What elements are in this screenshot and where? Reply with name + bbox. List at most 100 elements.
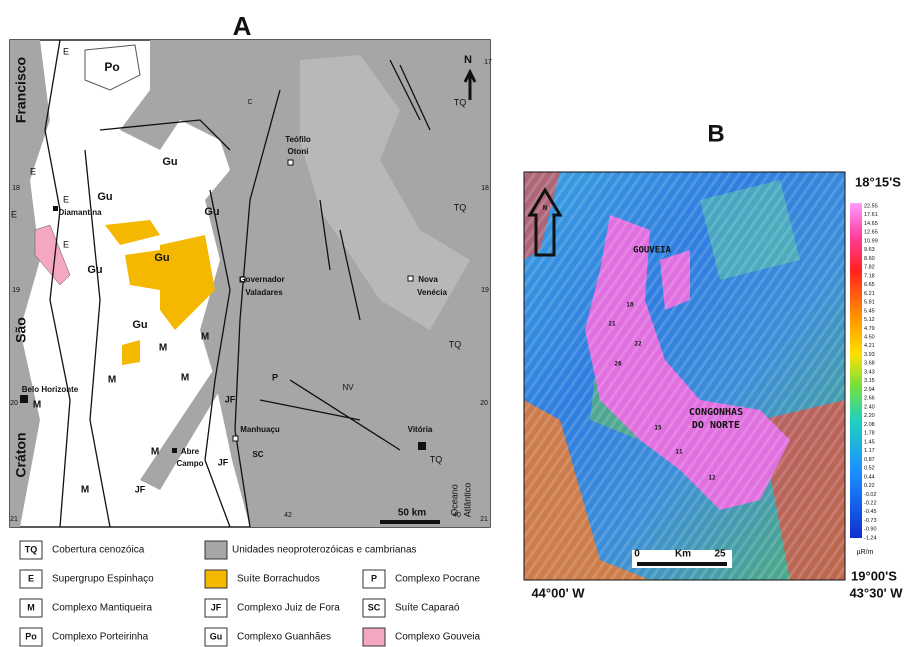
label: Gu (132, 319, 147, 331)
label: 2.08 (864, 422, 875, 428)
legend-code: E (28, 573, 34, 583)
label: 1.78 (864, 431, 875, 437)
legend-code: JF (211, 602, 222, 612)
label: 2.94 (864, 387, 875, 393)
label: Gu (204, 206, 219, 218)
figure-canvas: TQCobertura cenozóicaUnidades neoprotero… (0, 0, 912, 647)
label: 3.68 (864, 361, 875, 367)
label: Atlântico (462, 483, 472, 518)
label: Otoni (288, 147, 309, 156)
label: Gu (97, 191, 112, 203)
label: 25 (714, 549, 726, 560)
label: Valadares (245, 288, 283, 297)
label: Belo Horizonte (22, 385, 79, 394)
map-b (524, 172, 879, 580)
label: Km (675, 549, 691, 560)
legend-text: Suíte Caparaó (395, 603, 460, 614)
label: 9.63 (864, 247, 875, 253)
label: TQ (430, 454, 443, 464)
label: Cráton (13, 432, 29, 477)
label: 6.65 (864, 282, 875, 288)
label: 22 (634, 341, 642, 348)
label: -0.02 (864, 492, 877, 498)
label: 0 (634, 549, 640, 560)
label: 14.65 (864, 221, 878, 227)
label: 4.50 (864, 335, 875, 341)
label: 42 (284, 512, 292, 519)
label: 18 (626, 302, 634, 309)
label: 44°00' W (531, 585, 585, 600)
label: 2.20 (864, 413, 875, 419)
label: 20 (480, 400, 488, 407)
label: 8.60 (864, 256, 875, 262)
label: P (272, 372, 278, 382)
label: Abre (181, 447, 200, 456)
label: Gu (154, 252, 169, 264)
legend-text: Supergrupo Espinhaço (52, 574, 154, 585)
label: E (30, 166, 36, 176)
label: M (159, 343, 167, 354)
label: TQ (454, 97, 467, 107)
label: 0.87 (864, 457, 875, 463)
label: Francisco (13, 57, 29, 123)
label: 15 (654, 425, 662, 432)
legend-code: SC (368, 602, 381, 612)
label: JF (135, 484, 146, 494)
label: 22.55 (864, 203, 878, 209)
label: 20 (10, 400, 18, 407)
label: JF (218, 457, 229, 467)
label: -0.45 (864, 509, 877, 515)
label: GOUVEIA (633, 246, 672, 256)
legend-code: Po (25, 631, 37, 641)
legend-code: TQ (25, 544, 38, 554)
label: TQ (454, 202, 467, 212)
label: 17 (484, 59, 492, 66)
label: E (11, 209, 17, 219)
label: 17.61 (864, 212, 878, 218)
label: Vitória (408, 425, 433, 434)
figure: TQCobertura cenozóicaUnidades neoprotero… (0, 0, 912, 647)
label: 26 (614, 361, 622, 368)
legend-text: Complexo Pocrane (395, 574, 480, 585)
label: JF (225, 394, 236, 404)
label: 5.81 (864, 300, 875, 306)
label: 19°00'S (851, 568, 897, 583)
label: 21 (480, 516, 488, 523)
label: 19 (481, 287, 489, 294)
label: 43°30' W (849, 585, 903, 600)
label: SC (252, 450, 263, 459)
label: 18°15'S (855, 174, 901, 189)
label: 18 (481, 185, 489, 192)
legend-swatch (363, 628, 385, 646)
label: B (707, 120, 724, 147)
label: Po (104, 60, 119, 74)
legend-code: M (27, 602, 35, 612)
label: A (233, 11, 252, 41)
label: DO NORTE (692, 420, 740, 431)
label: 0.52 (864, 466, 875, 472)
label: Teófilo (285, 135, 311, 144)
label: M (81, 485, 89, 496)
label: E (63, 239, 69, 249)
label: µR/m (857, 549, 874, 556)
label: 1.45 (864, 439, 875, 445)
label: 18 (12, 185, 20, 192)
label: C (247, 99, 252, 106)
label: M (33, 400, 41, 411)
label: 7.18 (864, 273, 875, 279)
label: 12.65 (864, 230, 878, 236)
label: 0.44 (864, 474, 875, 480)
label: 3.93 (864, 352, 875, 358)
label: 7.82 (864, 265, 875, 271)
label: -0.90 (864, 527, 877, 533)
label: E (63, 194, 69, 204)
label: 19 (12, 287, 20, 294)
legend-code: P (371, 573, 377, 583)
label: 0.22 (864, 483, 875, 489)
label: Governador (239, 275, 284, 284)
legend-code: Gu (210, 631, 223, 641)
label: M (151, 447, 159, 458)
label: M (181, 373, 189, 384)
label: 21 (10, 516, 18, 523)
